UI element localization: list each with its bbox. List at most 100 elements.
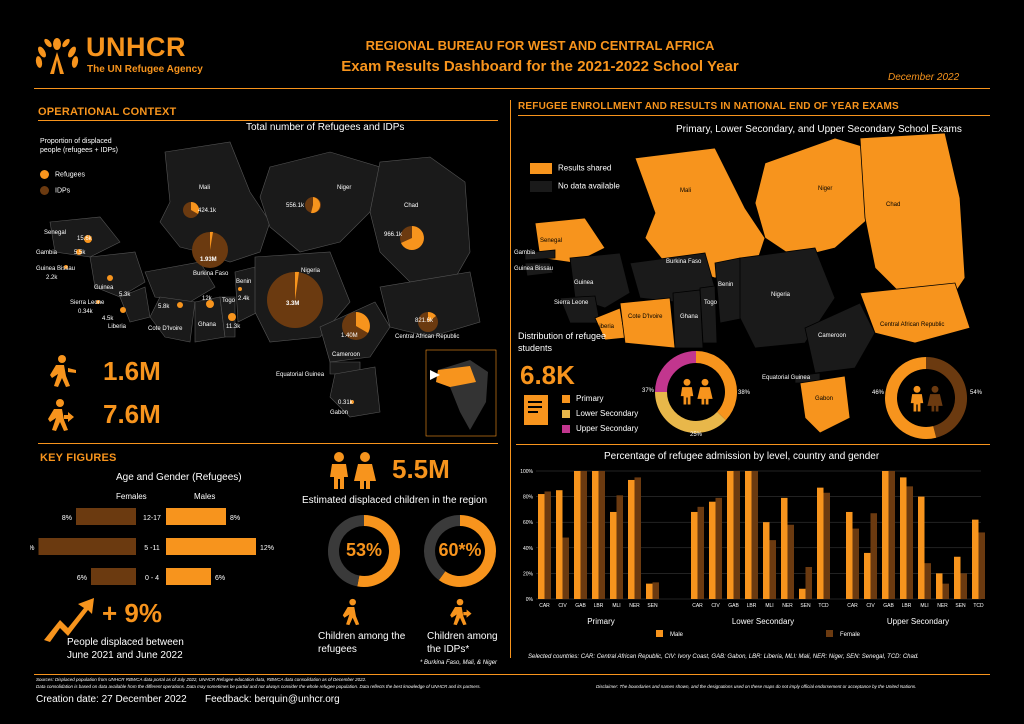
male-pct-label: 12% — [260, 545, 274, 552]
level-legend-item: Primary — [562, 391, 638, 406]
main-vertical-divider — [510, 100, 511, 658]
legend-idps-label: IDPs — [55, 187, 71, 195]
growth-description: People displaced between June 2021 and J… — [67, 637, 184, 661]
x-tick-label: LBR — [747, 603, 757, 609]
bar-male-CIV — [864, 552, 871, 599]
distribution-title: Distribution of refugee students — [518, 331, 607, 353]
group-label: Primary — [587, 617, 615, 626]
bar-female-CIV — [870, 513, 877, 599]
female-pct-label: 8% — [62, 515, 72, 522]
x-tick-label: CIV — [558, 603, 567, 609]
map-label-senegal: Senegal — [44, 230, 67, 236]
map-value-ghana: 12k — [202, 296, 212, 302]
idp-dot-icon — [40, 186, 49, 195]
book-icon — [524, 395, 548, 425]
level-legend-label: Lower Secondary — [576, 409, 639, 418]
enroll-label-guinea: Guinea — [574, 280, 594, 286]
y-tick-label: 60% — [523, 520, 534, 526]
legend-nodata-label: No data available — [558, 181, 620, 191]
bar-female-NER — [634, 477, 641, 599]
enroll-label-cameroon: Cameroon — [818, 333, 847, 339]
adults-segment — [424, 515, 461, 581]
bar-female-CAR — [697, 506, 704, 599]
enroll-label-nigeria: Nigeria — [771, 292, 791, 298]
enroll-label-car: Central African Republic — [880, 322, 945, 328]
map-label-guinea-bissau: Guinea Bissau — [36, 266, 76, 272]
legend-no-data: No data available — [530, 181, 620, 192]
gender-pct-male: 54% — [970, 390, 983, 396]
map-label-ghana: Ghana — [198, 322, 217, 328]
level-legend-swatch — [562, 394, 570, 403]
legend-male-swatch — [656, 630, 663, 637]
bar-male-CIV — [556, 490, 563, 599]
enroll-label-guinea-bissau: Guinea Bissau — [514, 266, 554, 272]
bar-female-NER — [942, 583, 949, 599]
level-legend-label: Primary — [576, 394, 604, 403]
y-tick-label: 100% — [520, 469, 533, 475]
footer-sources2: Data consolidation is based on data avai… — [36, 684, 481, 689]
level-legend-swatch — [562, 409, 570, 418]
x-tick-label: LBR — [594, 603, 604, 609]
operational-map — [49, 141, 497, 437]
map-label-cote-divoire: Cote D'Ivoire — [148, 326, 183, 332]
enrollment-map-title: Primary, Lower Secondary, and Upper Seco… — [676, 124, 962, 135]
footer-creation-date: Creation date: 27 December 2022 — [36, 694, 187, 705]
footer-feedback[interactable]: Feedback: berquin@unhcr.org — [205, 694, 340, 705]
x-tick-label: SEN — [955, 603, 966, 609]
map-label-guinea: Guinea — [94, 285, 114, 291]
bar-female-GAB — [580, 471, 587, 599]
refugee-child-icon — [342, 598, 360, 626]
bar-male-NER — [936, 573, 943, 599]
enrollment-section-title: REFUGEE ENROLLMENT AND RESULTS IN NATION… — [518, 101, 899, 112]
enroll-label-togo: Togo — [704, 300, 718, 306]
bar-female-MLI — [616, 495, 623, 599]
map-value-cote-divoire: 5.8k — [158, 304, 170, 310]
children-icon — [330, 452, 376, 489]
legend-female-swatch — [826, 630, 833, 637]
x-tick-label: TCD — [973, 603, 984, 609]
map-label-gambia: Gambia — [36, 250, 58, 256]
bar-male-MLI — [610, 511, 617, 599]
enroll-label-benin: Benin — [718, 282, 734, 288]
footer-disclaimer: Disclaimer: The boundaries and names sho… — [596, 684, 917, 689]
refugee-children-donut — [328, 515, 400, 587]
gender-donut — [885, 357, 967, 439]
x-tick-label: CAR — [847, 603, 858, 609]
idp-footnote: * Burkina Faso, Mali, & Niger — [420, 660, 498, 666]
x-tick-label: SEN — [647, 603, 658, 609]
idp-person-icon — [48, 399, 74, 431]
legend-idps: IDPs — [40, 186, 70, 195]
key-figures-title: KEY FIGURES — [40, 452, 117, 464]
bar-male-LBR — [745, 471, 752, 599]
female-bar-5 -11 — [38, 538, 136, 555]
operational-underline — [38, 120, 498, 121]
children-segment — [357, 515, 400, 587]
bar-male-GAB — [882, 471, 889, 599]
x-tick-label: MLI — [920, 603, 928, 609]
map-value-liberia: 4.5k — [102, 316, 114, 322]
bar-male-GAB — [574, 471, 581, 599]
enrollment-underline — [518, 115, 990, 116]
x-tick-label: GAB — [728, 603, 739, 609]
adults-segment — [328, 515, 365, 587]
male-bar-12-17 — [166, 508, 226, 525]
bar-female-MLI — [924, 563, 931, 599]
map-value-car: 821.6k — [415, 318, 434, 324]
bar-female-CIV — [562, 537, 569, 599]
map-value-chad: 966.1k — [384, 232, 403, 238]
idp-children-pct: 60*% — [438, 540, 482, 560]
male-bar-5 -11 — [166, 538, 256, 555]
male-bar-0 - 4 — [166, 568, 211, 585]
map-value-burkina-faso: 1.93M — [200, 257, 217, 263]
x-tick-label: LBR — [902, 603, 912, 609]
bar-male-SEN — [954, 556, 961, 599]
bar-male-SEN — [646, 583, 653, 599]
idps-total: 7.6M — [103, 399, 161, 429]
male-pct-label: 6% — [215, 575, 225, 582]
map-label-nigeria: Nigeria — [301, 268, 321, 274]
bar-female-GAB — [733, 471, 740, 599]
bar-male-LBR — [592, 471, 599, 599]
x-tick-label: CAR — [539, 603, 550, 609]
bar-male-LBR — [900, 477, 907, 599]
bar-male-CAR — [846, 511, 853, 599]
